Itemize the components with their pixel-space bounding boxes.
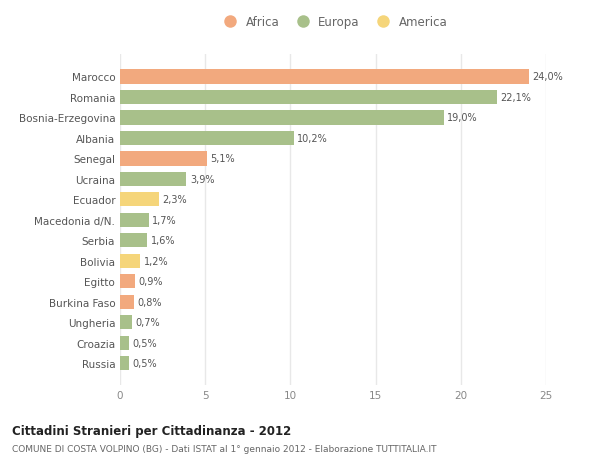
Text: 0,7%: 0,7% (136, 318, 160, 328)
Bar (120, 152, 207, 166)
Bar (120, 193, 159, 207)
Bar (120, 274, 136, 289)
Text: 1,6%: 1,6% (151, 236, 175, 246)
Bar (120, 295, 134, 309)
Bar (120, 336, 128, 350)
Text: 22,1%: 22,1% (500, 93, 531, 103)
Bar (120, 111, 444, 125)
Text: 3,9%: 3,9% (190, 174, 214, 185)
Bar (120, 254, 140, 269)
Text: 0,5%: 0,5% (132, 358, 157, 369)
Text: 10,2%: 10,2% (297, 134, 328, 144)
Legend: Africa, Europa, America: Africa, Europa, America (214, 11, 452, 34)
Text: 0,8%: 0,8% (137, 297, 161, 307)
Text: 19,0%: 19,0% (447, 113, 478, 123)
Text: 5,1%: 5,1% (211, 154, 235, 164)
Bar (120, 213, 149, 228)
Bar (120, 131, 294, 146)
Bar (120, 315, 132, 330)
Bar (120, 70, 529, 84)
Text: 0,9%: 0,9% (139, 277, 163, 286)
Text: Cittadini Stranieri per Cittadinanza - 2012: Cittadini Stranieri per Cittadinanza - 2… (12, 425, 291, 437)
Text: 0,5%: 0,5% (132, 338, 157, 348)
Text: 24,0%: 24,0% (532, 72, 563, 82)
Text: 1,2%: 1,2% (144, 256, 169, 266)
Text: 2,3%: 2,3% (163, 195, 187, 205)
Bar (120, 356, 128, 370)
Bar (120, 172, 187, 187)
Bar (120, 234, 147, 248)
Bar (120, 90, 497, 105)
Text: 1,7%: 1,7% (152, 215, 177, 225)
Text: COMUNE DI COSTA VOLPINO (BG) - Dati ISTAT al 1° gennaio 2012 - Elaborazione TUTT: COMUNE DI COSTA VOLPINO (BG) - Dati ISTA… (12, 444, 437, 453)
